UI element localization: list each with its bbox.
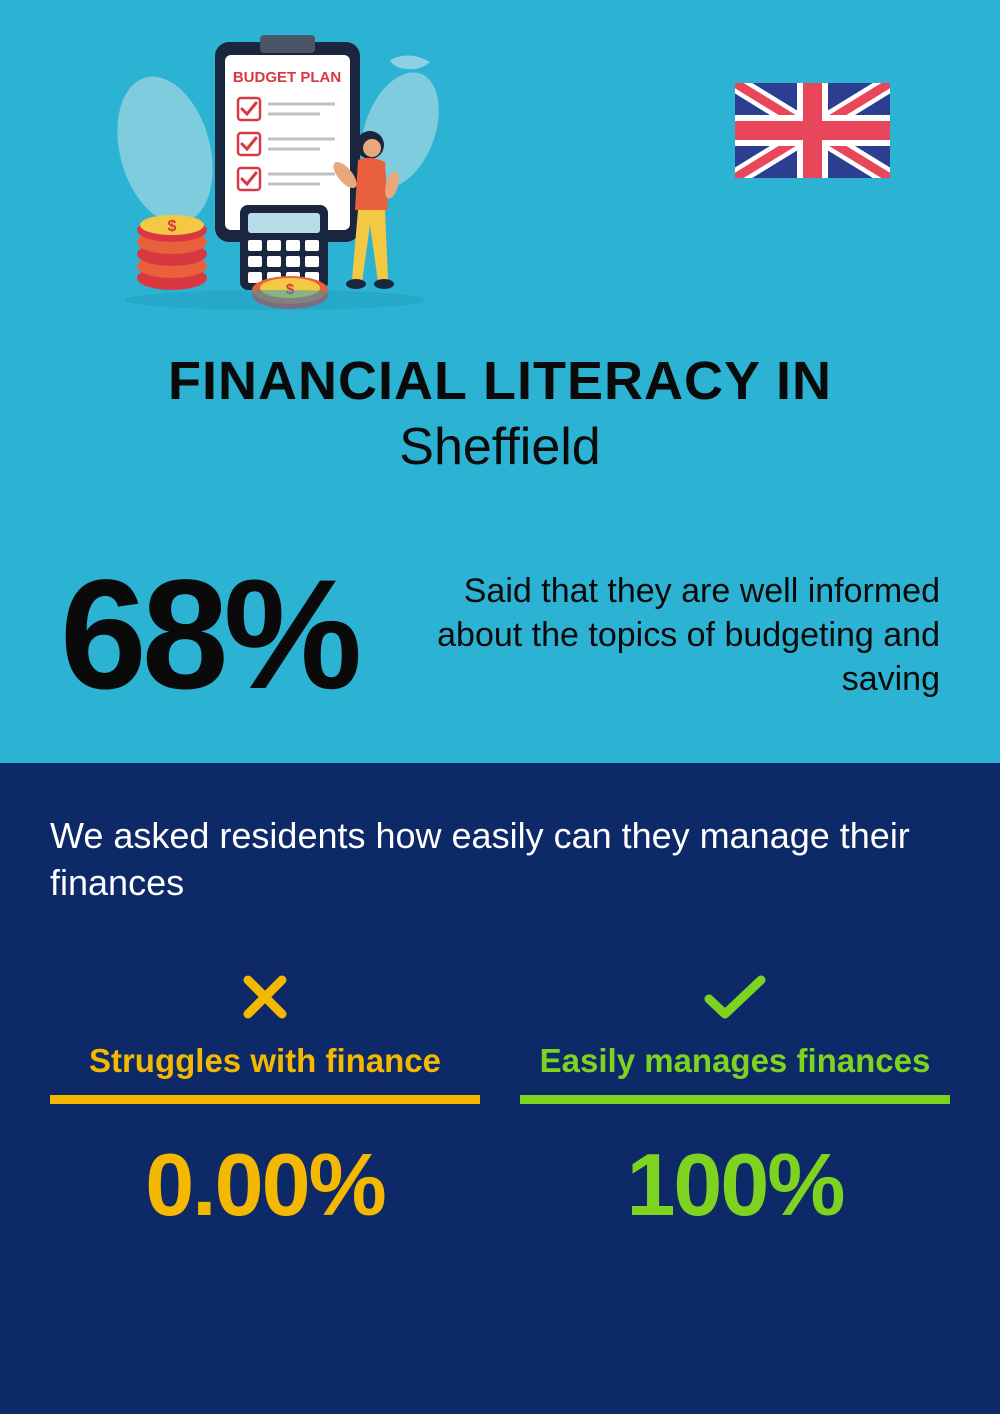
- uk-flag-icon: [735, 83, 890, 178]
- right-divider: [520, 1095, 950, 1104]
- check-icon: [520, 967, 950, 1027]
- stat-text: Said that they are well informed about t…: [387, 569, 940, 702]
- budget-illustration: BUDGET PLAN: [110, 30, 440, 310]
- top-section: BUDGET PLAN: [0, 0, 1000, 763]
- cross-icon: [50, 967, 480, 1027]
- question-text: We asked residents how easily can they m…: [50, 813, 950, 907]
- bottom-section: We asked residents how easily can they m…: [0, 763, 1000, 1414]
- comparison-right: Easily manages finances 100%: [520, 967, 950, 1236]
- title-main: FINANCIAL LITERACY IN: [50, 350, 950, 412]
- title-sub: Sheffield: [50, 417, 950, 477]
- left-divider: [50, 1095, 480, 1104]
- stat-percent: 68%: [60, 557, 357, 713]
- title-block: FINANCIAL LITERACY IN Sheffield: [50, 350, 950, 477]
- stat-block: 68% Said that they are well informed abo…: [50, 557, 950, 713]
- left-label: Struggles with finance: [50, 1042, 480, 1080]
- left-value: 0.00%: [50, 1134, 480, 1236]
- right-label: Easily manages finances: [520, 1042, 950, 1080]
- right-value: 100%: [520, 1134, 950, 1236]
- svg-text:$: $: [168, 218, 177, 235]
- comparison-left: Struggles with finance 0.00%: [50, 967, 480, 1236]
- clipboard-label: BUDGET PLAN: [233, 69, 341, 86]
- comparison-row: Struggles with finance 0.00% Easily mana…: [50, 967, 950, 1236]
- header-images: BUDGET PLAN: [50, 30, 950, 310]
